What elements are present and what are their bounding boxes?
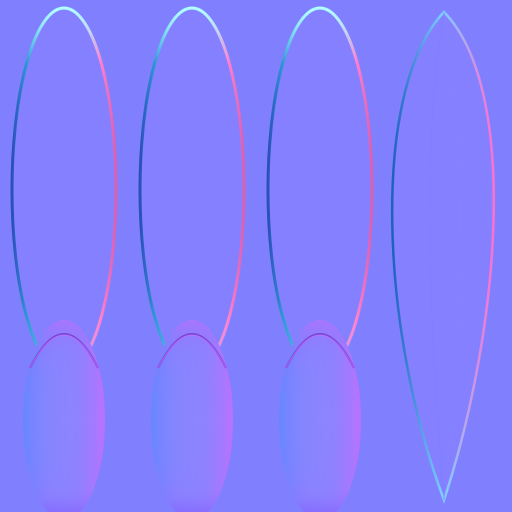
petal-ring-2 xyxy=(138,6,246,512)
leaf-blade xyxy=(391,10,495,504)
petal-ring-1 xyxy=(10,6,118,512)
petal-ring-3 xyxy=(266,6,374,512)
